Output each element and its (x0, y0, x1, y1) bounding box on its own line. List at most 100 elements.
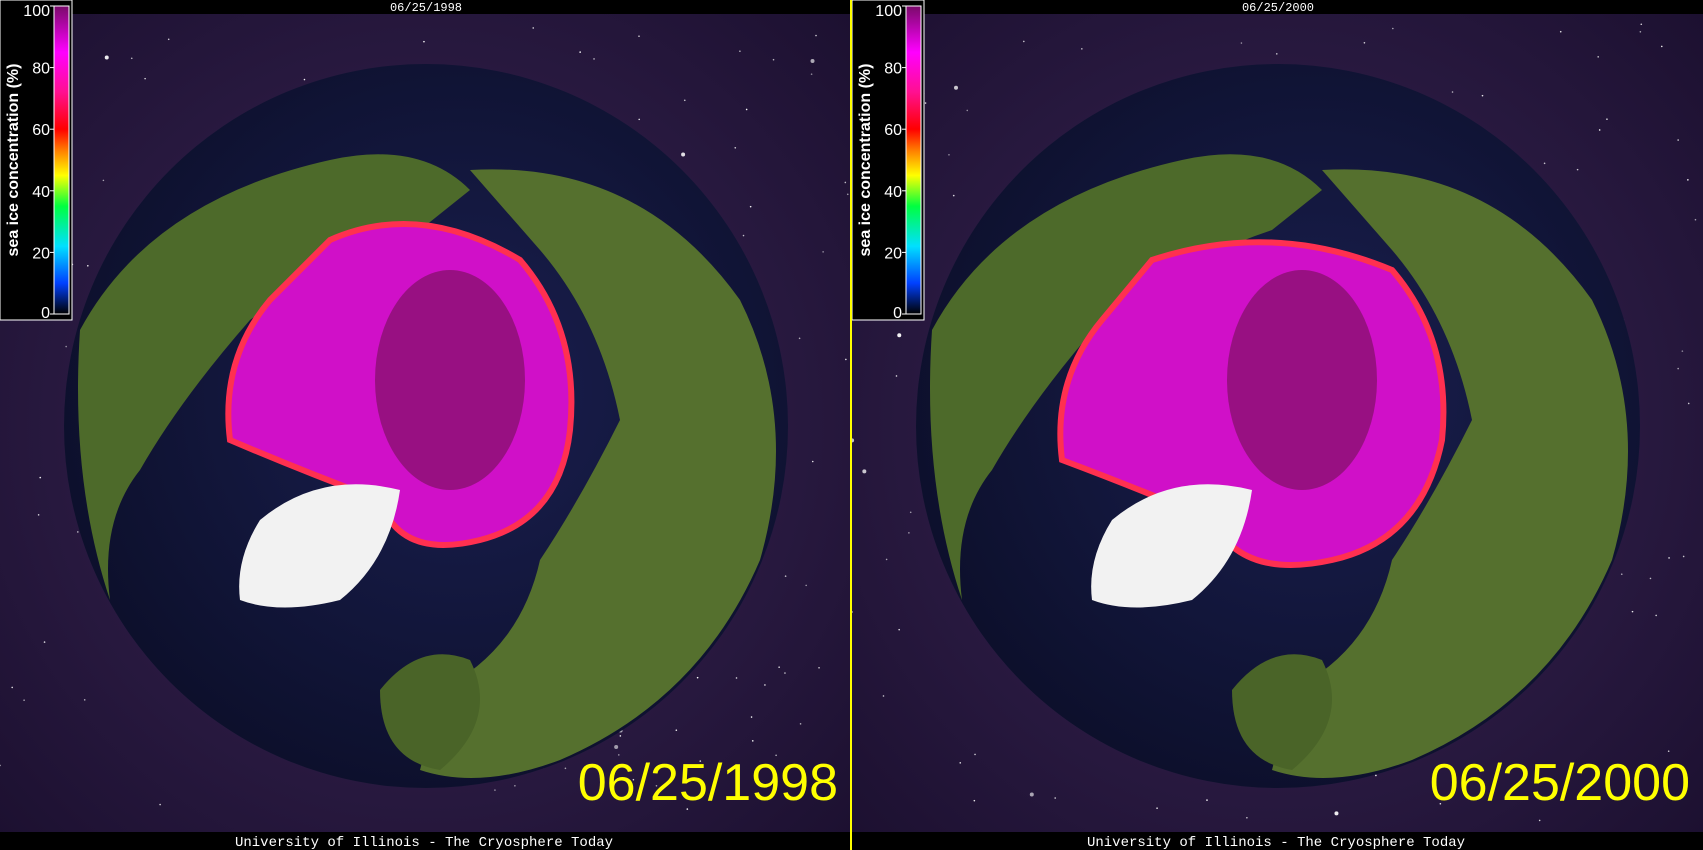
star (1640, 23, 1643, 26)
star (966, 109, 969, 112)
star (750, 716, 753, 718)
star (681, 152, 686, 157)
star (1668, 557, 1670, 559)
star (494, 789, 496, 791)
star (1694, 218, 1697, 221)
star (43, 641, 46, 643)
star (784, 672, 786, 674)
colorbar-gradient (905, 5, 922, 315)
star (0, 764, 1, 767)
star (845, 358, 847, 361)
star (959, 762, 962, 764)
star (954, 85, 959, 90)
star (742, 234, 745, 237)
star (885, 558, 888, 561)
star (11, 686, 13, 689)
star (1631, 610, 1634, 613)
star (579, 51, 581, 53)
footer-strip (852, 832, 1703, 850)
land (1232, 654, 1332, 770)
star (815, 34, 817, 37)
star (1538, 819, 1541, 822)
land (1272, 169, 1628, 779)
star (655, 798, 657, 800)
star (514, 784, 516, 787)
star (1687, 179, 1689, 181)
star (772, 58, 775, 61)
star (810, 59, 815, 64)
star (130, 57, 133, 60)
star (37, 514, 40, 516)
star (1375, 774, 1377, 777)
star (749, 205, 752, 208)
star (564, 767, 567, 770)
colorbar-tick-label: 80 (884, 61, 902, 78)
star (1655, 614, 1657, 617)
star (1677, 139, 1679, 141)
star (65, 345, 67, 348)
star (805, 584, 807, 587)
date-label: 06/25/1998 (578, 754, 838, 812)
colorbar-tick-label: 100 (23, 3, 50, 20)
colorbar-tick-label: 20 (32, 245, 50, 262)
star (1682, 555, 1685, 558)
star (1660, 45, 1663, 48)
star (1606, 118, 1608, 120)
star (775, 754, 777, 757)
star (423, 40, 425, 43)
star (1246, 816, 1248, 819)
panel: 0 20 40 60 80 100 sea ice concentration (%) 06/… (0, 0, 851, 850)
star (1597, 56, 1599, 58)
star (735, 677, 738, 679)
star (1639, 30, 1642, 33)
header-date: 06/25/2000 (1242, 1, 1314, 15)
footer-text: University of Illinois - The Cryosphere … (1087, 835, 1465, 850)
star (1023, 40, 1025, 43)
star (1559, 30, 1562, 33)
colorbar-tick-label: 0 (41, 305, 50, 322)
land (78, 154, 470, 601)
star (614, 745, 619, 750)
star (638, 118, 641, 121)
sea-ice-core (375, 270, 525, 490)
header-strip (0, 0, 851, 14)
colorbar-tick-label: 40 (884, 184, 902, 201)
divider (850, 0, 852, 850)
star (784, 575, 787, 577)
colorbar-tick-label: 0 (893, 305, 902, 322)
colorbar-tick-label: 60 (32, 122, 50, 139)
star (1334, 811, 1339, 816)
star (1439, 802, 1442, 805)
panel: 0 20 40 60 80 100 sea ice concentration (%) 06/… (850, 0, 1703, 850)
star (303, 78, 306, 81)
star (675, 729, 678, 732)
star (1240, 42, 1243, 44)
star (617, 754, 620, 756)
star (167, 38, 170, 41)
star (909, 511, 912, 514)
star (77, 531, 79, 533)
star (1081, 48, 1083, 50)
star (862, 469, 867, 474)
header-strip (852, 0, 1703, 14)
star (764, 684, 766, 686)
star (1687, 402, 1690, 405)
land (420, 169, 776, 779)
colorbar-tick-label: 100 (875, 3, 902, 20)
star (973, 799, 976, 802)
star (897, 333, 902, 338)
star (734, 147, 737, 149)
star (810, 73, 813, 75)
star (798, 337, 801, 340)
colorbar-tick-label: 60 (884, 122, 902, 139)
star (686, 808, 689, 810)
greenland (239, 484, 400, 608)
star (974, 753, 976, 756)
colorbar-label: sea ice concentration (%) (5, 64, 22, 257)
colorbar-tick-label: 80 (32, 61, 50, 78)
star (632, 778, 635, 781)
star (638, 35, 640, 38)
star (1392, 27, 1394, 30)
star (699, 760, 702, 762)
star (39, 476, 42, 479)
